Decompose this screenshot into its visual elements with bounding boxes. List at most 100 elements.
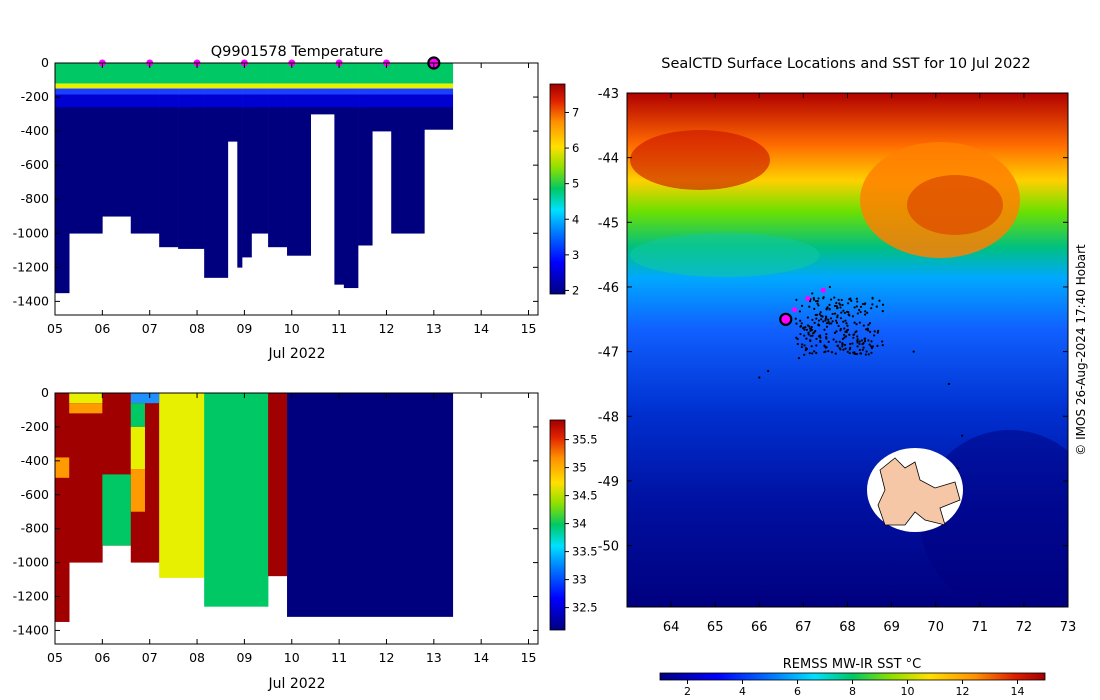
track-dot [842, 333, 846, 336]
track-dot [844, 330, 847, 333]
track-dot [848, 333, 851, 336]
temperature-cell [372, 63, 392, 84]
temperature-cell [55, 88, 70, 95]
temperature-cell [159, 94, 179, 108]
track-dot [825, 325, 829, 328]
track-dot [848, 352, 851, 355]
track-dot [867, 353, 870, 356]
temperature-cell [242, 63, 252, 84]
track-dot [800, 345, 803, 349]
track-dot [835, 304, 838, 308]
temperature-cell [391, 83, 425, 89]
track-dot [844, 319, 847, 322]
track-dot [808, 325, 811, 328]
salinity-cell [55, 393, 70, 622]
temperature-cell [251, 88, 269, 95]
salinity-cell [69, 393, 103, 563]
track-dot [803, 334, 806, 337]
track-dot [822, 320, 825, 323]
track-dot [847, 311, 850, 314]
temperature-cell [251, 94, 269, 108]
track-dot [830, 322, 833, 325]
temperature-cell [178, 88, 205, 95]
track-dot [856, 341, 859, 344]
track-dot [817, 319, 821, 322]
track-dot [843, 336, 846, 339]
track-dot [824, 315, 828, 318]
salinity-cell [130, 426, 145, 470]
track-dot [866, 329, 870, 332]
track-dot [795, 298, 798, 301]
track-dot [807, 333, 810, 336]
map-longitude-axis: 64 65 66 67 68 69 70 71 72 73 [663, 93, 1076, 635]
temperature-cell [334, 107, 345, 285]
track-dot [822, 297, 825, 300]
track-dot [833, 331, 837, 334]
track-dot [826, 306, 829, 309]
track-dot [868, 322, 872, 325]
y-tick-label: 0 [41, 385, 49, 400]
temperature-cell [69, 107, 103, 234]
track-dot [844, 335, 848, 338]
track-dot [828, 307, 831, 310]
track-dot [854, 331, 857, 334]
track-dot [816, 302, 819, 305]
track-dot [819, 336, 822, 339]
x-tick-label: 06 [94, 650, 110, 665]
track-dot [827, 320, 830, 323]
track-dot [811, 318, 814, 322]
track-dot [852, 333, 855, 336]
track-dot [867, 323, 870, 326]
sst-map-panel: SealCTD Surface Locations and SST for 10… [598, 56, 1088, 698]
track-dot [801, 327, 805, 330]
track-dot [858, 348, 861, 352]
track-dot [912, 350, 915, 353]
track-dot [871, 345, 874, 348]
temperature-cell [130, 107, 160, 234]
map-colorbar-tick-label: 2 [684, 685, 691, 698]
salinity-cell [204, 393, 269, 607]
colorbar-tick-label: 7 [572, 105, 579, 119]
track-dot [881, 344, 884, 347]
track-dot [815, 337, 818, 340]
y-tick-label: -600 [21, 157, 49, 172]
front-band [630, 233, 820, 277]
track-dot [831, 320, 834, 323]
track-dot [847, 313, 850, 316]
track-dot [804, 326, 807, 329]
temperature-cell [343, 83, 359, 89]
temperature-cell [130, 63, 160, 84]
temperature-cell [178, 94, 205, 108]
track-dot [827, 318, 830, 321]
temperature-cell [391, 88, 425, 95]
map-colorbar-ticks: 2 4 6 8 10 12 14 [684, 680, 1025, 698]
lat-tick-label: -45 [598, 216, 619, 231]
track-dot [840, 311, 843, 314]
track-dot [875, 305, 878, 308]
track-dot [859, 310, 862, 314]
track-dot [851, 342, 854, 345]
colorbar-tick-label: 32.5 [572, 601, 598, 615]
colorbar-tick-label: 33.5 [572, 545, 598, 559]
track-dot [833, 296, 836, 299]
track-dot [806, 316, 810, 319]
temperature-xlabel: Jul 2022 [268, 346, 326, 362]
lon-tick-label: 66 [751, 620, 768, 635]
lat-tick-label: -50 [598, 540, 619, 555]
track-dot [814, 329, 817, 333]
map-colorbar-tick-label: 6 [794, 685, 801, 698]
temperature-cell [237, 63, 243, 84]
track-dot [842, 348, 845, 351]
track-dot [834, 352, 837, 355]
track-dot [843, 343, 847, 347]
lon-tick-label: 73 [1060, 620, 1077, 635]
track-dot [847, 302, 850, 305]
lon-tick-label: 64 [663, 620, 680, 635]
y-tick-label: -800 [21, 191, 49, 206]
track-dot [845, 329, 849, 332]
colorbar-tick-label: 35.5 [572, 433, 598, 447]
track-dot [828, 322, 831, 325]
temperature-panel: 0-200-400-600-800-1000-1200-1400 05 06 07 0… [13, 44, 580, 362]
track-dot [853, 321, 856, 324]
map-colorbar-tick-label: 10 [901, 685, 915, 698]
